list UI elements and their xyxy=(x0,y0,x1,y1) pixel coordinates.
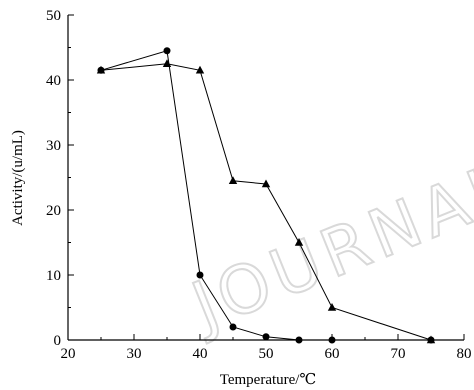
series-2-point xyxy=(426,335,436,344)
y-tick-label: 10 xyxy=(46,268,61,284)
series-2-point xyxy=(228,176,238,184)
series-1-point xyxy=(295,336,303,344)
x-tick-label: 20 xyxy=(61,346,76,362)
x-tick-label: 80 xyxy=(457,346,472,362)
journal-watermark: JOURNAL xyxy=(178,146,474,346)
series-2-point xyxy=(162,59,172,67)
series-1-point xyxy=(196,271,204,279)
x-tick-label: 40 xyxy=(193,346,208,362)
series-2-line xyxy=(100,63,432,341)
series-2-point xyxy=(261,179,271,188)
x-tick-label: 70 xyxy=(391,346,406,362)
y-tick-label: 20 xyxy=(46,203,61,219)
series-2-point xyxy=(96,65,106,74)
x-tick-label: 50 xyxy=(259,346,274,362)
series-1-line xyxy=(100,50,431,341)
y-tick-label: 0 xyxy=(54,333,62,349)
series-2-point xyxy=(327,303,337,311)
x-axis-title: Temperature/℃ xyxy=(220,372,317,388)
x-tick-label: 30 xyxy=(127,346,142,362)
series-2-point xyxy=(294,238,304,246)
series-1-point xyxy=(163,47,171,55)
series-1-point xyxy=(262,333,270,341)
plot-area xyxy=(96,47,436,344)
series-2-point xyxy=(195,65,205,74)
series-1-point xyxy=(229,323,237,331)
y-tick-label: 30 xyxy=(46,138,61,154)
axes: 20 30 40 50 60 70 80 0 10 20 30 40 50 xyxy=(46,8,472,362)
y-tick-label: 40 xyxy=(46,73,61,89)
y-tick-label: 50 xyxy=(46,8,61,24)
y-axis-title: Activity/(u/mL) xyxy=(10,130,26,226)
x-tick-label: 60 xyxy=(325,346,340,362)
series-1-point xyxy=(328,336,336,344)
